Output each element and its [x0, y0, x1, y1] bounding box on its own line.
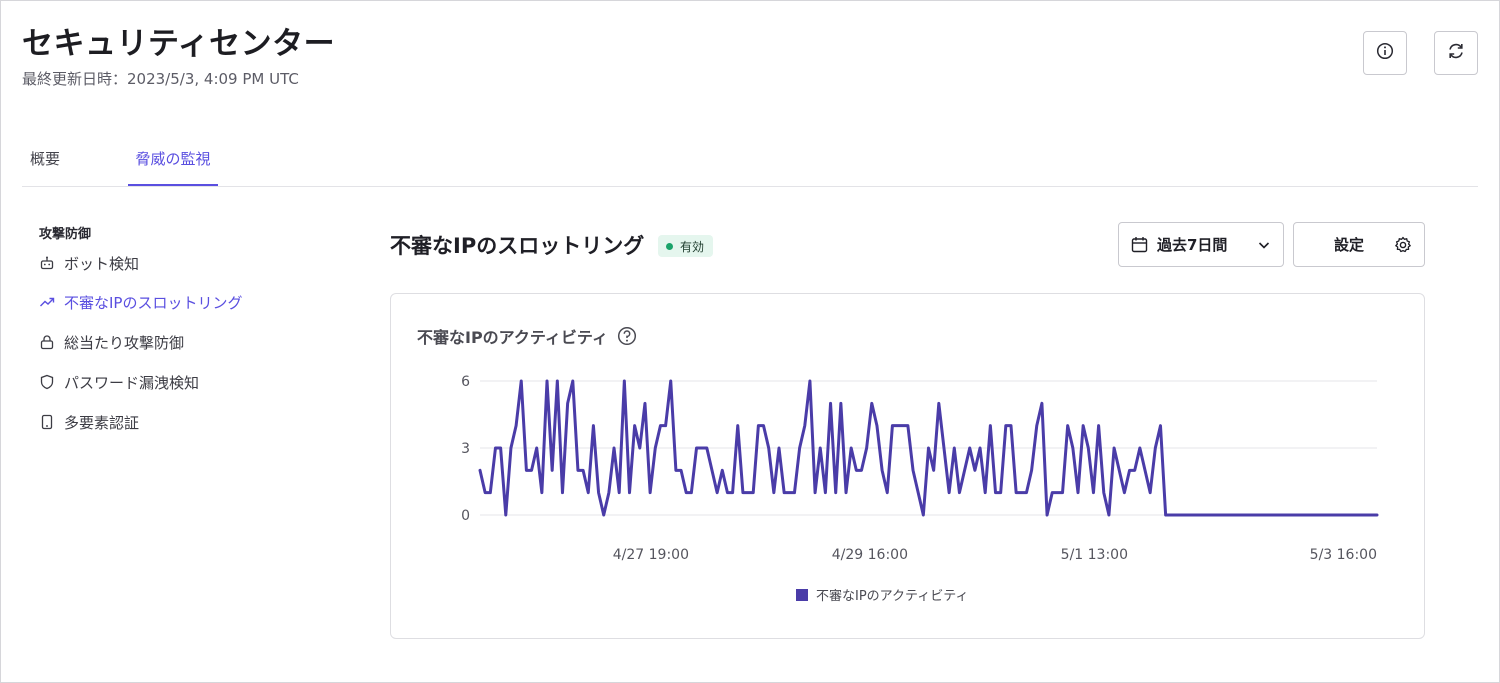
- y-tick-label: 3: [461, 441, 470, 457]
- info-button[interactable]: [1363, 31, 1407, 75]
- date-range-label: 過去7日間: [1157, 236, 1228, 254]
- trending-up-icon: [39, 294, 55, 310]
- lock-icon: [39, 334, 55, 350]
- x-tick-label: 5/1 13:00: [1061, 547, 1128, 563]
- last-updated: 最終更新日時：2023/5/3, 4:09 PM UTC: [22, 70, 299, 88]
- tab-bar: 概要 脅威の監視: [22, 140, 1478, 187]
- status-dot-icon: [666, 242, 673, 250]
- activity-card: 不審なIPのアクティビティ 0 3 6 4/27 19:00 4/29 16:00 5/1…: [390, 293, 1425, 639]
- x-tick-label: 4/27 19:00: [613, 547, 689, 563]
- sidebar-item-brute-force-protection[interactable]: 総当たり攻撃防御: [39, 330, 184, 354]
- status-badge-label: 有効: [680, 239, 705, 254]
- y-tick-label: 6: [461, 374, 470, 390]
- sidebar-heading: 攻撃防御: [39, 227, 92, 242]
- robot-icon: [39, 255, 55, 271]
- section-title: 不審なIPのスロットリング: [390, 234, 645, 258]
- activity-chart: 0 3 6 4/27 19:00 4/29 16:00 5/1 13:00 5/3 16:0…: [461, 374, 1379, 563]
- sidebar-item-label: 総当たり攻撃防御: [64, 333, 185, 352]
- sidebar-item-label: パスワード漏洩検知: [64, 373, 200, 392]
- calendar-icon: [1131, 236, 1148, 253]
- series-line: [478, 379, 1379, 517]
- sidebar-item-label: 不審なIPのスロットリング: [64, 293, 243, 312]
- sidebar-item-label: 多要素認証: [64, 413, 140, 432]
- settings-label: 設定: [1334, 236, 1365, 254]
- phone-icon: [39, 414, 55, 430]
- y-tick-label: 0: [461, 508, 470, 524]
- page-title: セキュリティセンター: [22, 26, 336, 62]
- chevron-down-icon: [1257, 238, 1271, 252]
- card-title-label: 不審なIPのアクティビティ: [417, 328, 608, 347]
- date-range-select[interactable]: 過去7日間: [1118, 222, 1284, 267]
- sidebar-item-bot-detection[interactable]: ボット検知: [39, 251, 139, 275]
- sidebar-item-label: ボット検知: [64, 254, 140, 273]
- sidebar-item-suspicious-ip-throttling[interactable]: 不審なIPのスロットリング: [39, 290, 242, 314]
- card-title: 不審なIPのアクティビティ: [417, 324, 637, 348]
- settings-button[interactable]: 設定: [1293, 222, 1425, 267]
- shield-icon: [39, 374, 55, 390]
- x-tick-label: 5/3 16:00: [1310, 547, 1377, 563]
- legend-label: 不審なIPのアクティビティ: [816, 589, 969, 604]
- x-tick-label: 4/29 16:00: [832, 547, 908, 563]
- legend-swatch: [796, 588, 808, 601]
- refresh-icon: [1446, 41, 1466, 65]
- tab-threat-monitoring[interactable]: 脅威の監視: [128, 140, 218, 186]
- gear-icon: [1394, 236, 1412, 258]
- chart-legend: 不審なIPのアクティビティ: [796, 585, 968, 604]
- help-icon[interactable]: [617, 326, 637, 346]
- status-badge: 有効: [658, 235, 714, 257]
- sidebar-item-breached-password-detection[interactable]: パスワード漏洩検知: [39, 370, 199, 394]
- info-icon: [1376, 42, 1394, 64]
- sidebar-item-mfa[interactable]: 多要素認証: [39, 410, 139, 434]
- tab-overview[interactable]: 概要: [29, 150, 60, 168]
- refresh-button[interactable]: [1434, 31, 1478, 75]
